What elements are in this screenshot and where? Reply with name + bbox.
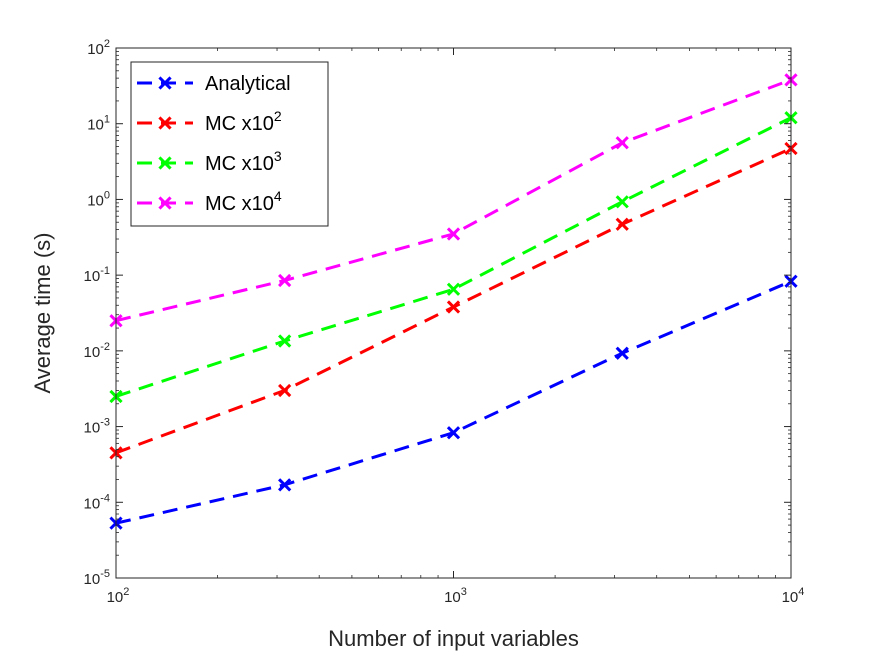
series-mc-x10-4: [109, 73, 798, 328]
y-tick-label: 10-1: [84, 265, 110, 285]
data-point-analytical: [446, 426, 461, 440]
data-point-analytical: [615, 346, 629, 360]
legend-marker: [158, 196, 172, 210]
legend-box: [130, 61, 329, 227]
legend-marker: [158, 116, 172, 130]
legend-marker: [158, 156, 172, 170]
data-point-mc-x10-4: [446, 227, 461, 241]
data-point-mc-x10-3: [446, 282, 461, 296]
legend-marker: [158, 76, 172, 90]
data-point-mc-x10-3: [278, 334, 292, 348]
legend-label: MC x102: [205, 108, 282, 135]
data-point-mc-x10-2: [615, 217, 629, 231]
data-point-mc-x10-2: [278, 383, 292, 398]
data-point-mc-x10-4: [615, 136, 629, 150]
y-tick-label: 101: [87, 114, 110, 134]
series-analytical: [109, 274, 798, 530]
legend-label: Analytical: [205, 73, 291, 95]
legend: Analytical MC x102 MC x103 MC x104: [130, 61, 329, 227]
legend-item-analytical: Analytical: [137, 73, 291, 95]
y-tick-label: 10-4: [84, 492, 110, 512]
y-tick-label: 10-5: [84, 568, 110, 588]
x-axis-title: Number of input variables: [328, 626, 579, 651]
series-layer: [109, 73, 798, 530]
tick-layer: 102 103 104 10-5 10-4 10-3 10-2 10-1 100 101 102: [84, 38, 805, 606]
x-tick-label: 103: [444, 586, 467, 606]
legend-label: MC x104: [205, 188, 282, 215]
data-point-mc-x10-3: [615, 195, 629, 209]
y-tick-label: 10-2: [84, 341, 110, 361]
legend-label: MC x103: [205, 148, 282, 175]
y-tick-label: 10-3: [84, 417, 110, 437]
legend-item-mc-x10-2: MC x102: [137, 108, 282, 135]
legend-item-mc-x10-3: MC x103: [137, 148, 282, 175]
data-point-analytical: [278, 478, 292, 492]
data-point-mc-x10-4: [278, 273, 292, 288]
x-tick-label: 104: [782, 586, 805, 606]
legend-item-mc-x10-4: MC x104: [137, 188, 282, 215]
series-line-mc-x10-3: [115, 116, 792, 398]
y-axis-title: Average time (s): [30, 233, 55, 394]
y-tick-label: 102: [87, 38, 110, 58]
data-point-mc-x10-2: [446, 300, 461, 314]
x-tick-label: 102: [107, 586, 130, 606]
y-tick-label: 100: [87, 189, 110, 209]
